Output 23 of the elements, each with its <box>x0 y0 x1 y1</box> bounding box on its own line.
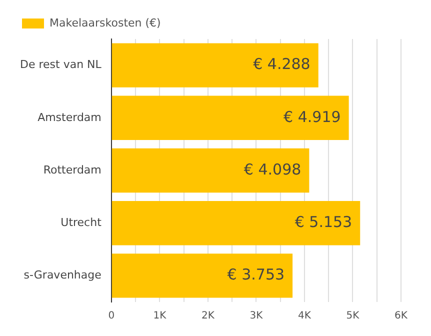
bar <box>112 96 349 140</box>
data-label: € 4.288 <box>253 55 310 74</box>
y-tick-label: s-Gravenhage <box>24 268 102 282</box>
bar <box>112 43 318 88</box>
x-tick-label: 3K <box>250 310 264 322</box>
bar <box>112 254 293 298</box>
x-tick-label: 5K <box>346 310 360 322</box>
x-tick-label: 0 <box>108 310 115 322</box>
y-tick-label: Amsterdam <box>38 110 102 124</box>
data-label: € 3.753 <box>227 266 285 284</box>
data-label: € 5.153 <box>294 212 352 231</box>
x-tick-label: 4K <box>298 310 312 322</box>
y-tick-label: Rotterdam <box>43 163 102 176</box>
legend-label: Makelaarskosten (€) <box>50 16 161 30</box>
y-tick-label: De rest van NL <box>20 58 102 72</box>
x-tick-label: 2K <box>201 310 215 322</box>
bar <box>112 201 360 246</box>
data-label: € 4.098 <box>244 160 302 178</box>
bar <box>112 148 310 193</box>
x-tick-label: 1K <box>153 310 167 322</box>
data-label: € 4.919 <box>284 108 341 126</box>
x-tick-label: 6K <box>394 310 408 322</box>
y-tick-label: Utrecht <box>60 216 102 229</box>
